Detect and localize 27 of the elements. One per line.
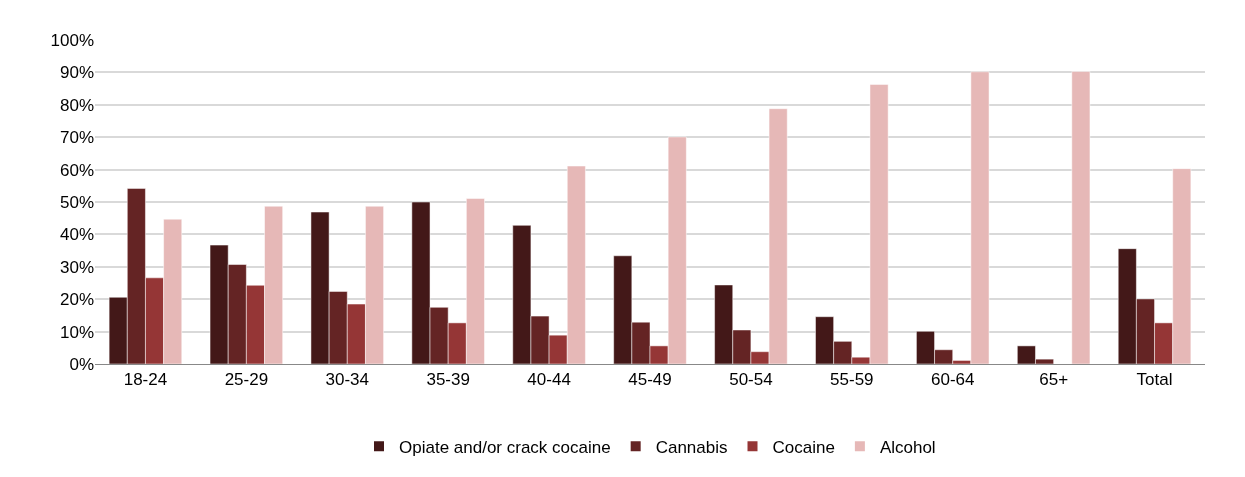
x-tick-label: 55-59 — [830, 370, 874, 390]
y-tick-label: 30% — [59, 257, 94, 277]
x-tick-label: 25-29 — [224, 370, 269, 390]
x-tick-label: 45-49 — [628, 370, 672, 390]
legend-label: Cocaine — [772, 437, 835, 457]
x-tick-label: 35-39 — [426, 370, 470, 390]
y-tick-label: 80% — [59, 95, 94, 115]
x-tick-label: 60-64 — [930, 370, 975, 390]
y-tick-label: 10% — [59, 322, 94, 342]
x-tick-label: 65+ — [1039, 370, 1069, 390]
legend-label: Cannabis — [655, 437, 728, 457]
y-tick-label: 60% — [59, 160, 94, 180]
y-tick-label: 90% — [59, 63, 94, 83]
legend-label: Alcohol — [879, 437, 936, 457]
x-tick-label: Total — [1136, 370, 1173, 390]
legend-label: Opiate and/or crack cocaine — [399, 437, 611, 457]
x-tick-label: 40-44 — [527, 370, 571, 390]
y-tick-label: 40% — [59, 225, 94, 245]
y-tick-label: 0% — [69, 354, 94, 374]
y-tick-label: 20% — [59, 290, 94, 310]
y-tick-label: 50% — [59, 192, 94, 212]
y-tick-label: 70% — [59, 128, 94, 148]
x-tick-label: 30-34 — [325, 370, 370, 390]
x-tick-label: 18-24 — [123, 370, 168, 390]
y-tick-label: 100% — [50, 30, 94, 50]
x-tick-label: 50-54 — [729, 370, 773, 390]
bar — [1071, 71, 1091, 364]
